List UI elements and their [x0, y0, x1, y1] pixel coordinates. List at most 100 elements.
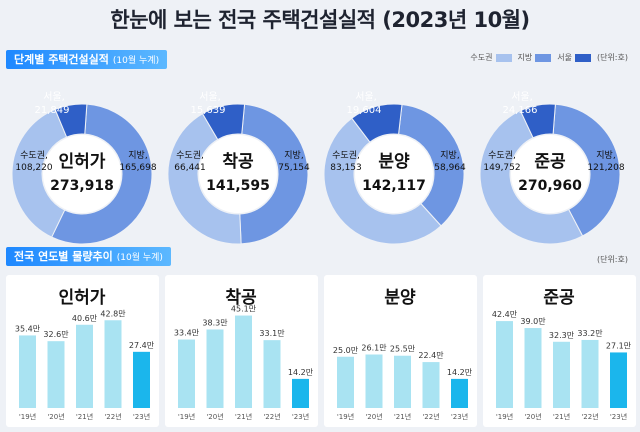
donut-title-permit: 인허가: [59, 152, 106, 172]
bar-category-label: '22년: [422, 412, 439, 421]
bar-value-label: 25.5만: [390, 345, 416, 354]
donut-total-complete: 270,960: [518, 178, 582, 194]
donut-slice-metro: [323, 117, 442, 245]
donut-label-local-name: 지방,: [440, 150, 459, 161]
bar-sale-0: [337, 356, 354, 408]
donut-label-seoul-value: 19,604: [347, 105, 382, 116]
bar-panel-sale: 분양 25.0만 '19년 26.1만 '20년 25.5만 '21년 22.4만 '22년 14…: [324, 275, 477, 427]
bar-value-label: 42.8만: [100, 309, 126, 318]
bar-value-label: 33.4만: [174, 329, 200, 338]
donut-center: [511, 135, 589, 213]
bar-category-label: '20년: [365, 412, 382, 421]
donut-slice-metro: [11, 108, 68, 238]
donut-slice-seoul: [201, 103, 246, 141]
bar-value-label: 22.4만: [418, 351, 444, 360]
bar-category-label: '21년: [553, 412, 570, 421]
bar-chart-sale: 분양 25.0만 '19년 26.1만 '20년 25.5만 '21년 22.4만 '22년 14…: [333, 288, 473, 421]
bar-category-label: '19년: [178, 412, 195, 421]
bar-complete-2: [553, 341, 570, 408]
bar-chart-complete: 준공 42.4만 '19년 39.0만 '20년 32.3만 '21년 33.2만 '22년 27…: [492, 288, 632, 421]
bar-value-label: 14.2만: [447, 368, 473, 377]
donut-label-seoul-value: 21,849: [35, 105, 70, 116]
legend-swatch-seoul: [574, 53, 591, 62]
bar-value-label: 35.4만: [15, 324, 41, 333]
bar-start-3: [263, 340, 281, 408]
donut-label-seoul-name: 서울,: [199, 91, 221, 103]
bar-value-label: 38.3만: [202, 318, 228, 327]
bar-complete-3: [581, 339, 599, 408]
bar-permit-0: [19, 335, 36, 408]
bar-category-label: '23년: [610, 412, 627, 421]
bar-complete-4: [610, 352, 627, 408]
bar-value-label: 32.6만: [43, 330, 69, 339]
bar-category-label: '19년: [19, 412, 36, 421]
donut-slice-local: [239, 103, 309, 245]
bar-start-2: [235, 315, 252, 408]
bar-chart-permit: 인허가 35.4만 '19년 32.6만 '20년 40.6만 '21년 42.8만 '22년 2…: [15, 288, 155, 421]
bar-value-label: 33.2만: [577, 329, 603, 338]
page-title: 한눈에 보는 전국 주택건설실적 (2023년 10월): [110, 8, 530, 32]
donut-title-complete: 준공: [534, 152, 566, 172]
section-header-trend-sub: (10월 누계): [116, 253, 163, 263]
donut-label-metro-value: 66,441: [174, 163, 206, 173]
donut-center: [199, 135, 277, 213]
donut-complete: 준공 270,960 서울, 24,166 수도권, 149,752 지방, 121,208: [479, 91, 625, 245]
legend-label-metro: 수도권: [470, 53, 493, 62]
unit-label-bottom: (단위:호): [596, 255, 628, 264]
bar-category-label: '19년: [337, 412, 354, 421]
bar-category-label: '23년: [451, 412, 468, 421]
bar-category-label: '22년: [104, 412, 121, 421]
donut-label-metro-name: 수도권,: [176, 149, 204, 161]
legend-item-seoul: 서울: [557, 52, 591, 63]
legend-swatch-local: [535, 53, 552, 62]
bar-category-label: '21년: [394, 412, 411, 421]
bar-category-label: '23년: [133, 412, 150, 421]
donut-slice-metro: [167, 112, 242, 245]
bar-category-label: '20년: [524, 412, 541, 421]
donut-slice-local: [552, 103, 621, 237]
bar-value-label: 27.1만: [606, 341, 632, 350]
legend-label-local: 지방: [517, 53, 533, 62]
bar-sale-4: [451, 378, 468, 408]
donut-total-permit: 273,918: [50, 178, 114, 194]
bar-value-label: 40.6만: [72, 314, 98, 323]
legend: 수도권 지방 서울 (단위:호): [470, 52, 628, 63]
donut-label-metro-name: 수도권,: [332, 149, 360, 161]
bar-category-label: '19년: [496, 412, 513, 421]
bar-category-label: '20년: [206, 412, 223, 421]
bar-permit-3: [104, 320, 122, 408]
bar-start-0: [178, 339, 195, 408]
bar-start-1: [206, 329, 224, 408]
donut-label-seoul-value: 24,166: [503, 105, 538, 116]
section-header-stage-sub: (10월 누계): [112, 56, 160, 66]
donut-label-metro-value: 108,220: [15, 163, 52, 173]
donut-start: 착공 141,595 서울, 15,639 수도권, 66,441 지방, 75,154: [167, 91, 310, 245]
donut-label-metro-name: 수도권,: [488, 149, 516, 161]
donut-slice-seoul: [54, 103, 88, 138]
donut-label-seoul-name: 서울,: [355, 91, 377, 103]
bar-chart-title-start: 착공: [225, 288, 257, 308]
donut-label-seoul-name: 서울,: [511, 91, 533, 103]
bar-chart-title-permit: 인허가: [59, 288, 106, 308]
donut-label-local-name: 지방,: [128, 150, 147, 161]
bar-value-label: 33.1만: [259, 329, 285, 338]
bar-complete-1: [524, 328, 542, 408]
bar-value-label: 42.4만: [492, 310, 518, 319]
donut-slice-local: [398, 103, 465, 227]
bar-permit-2: [76, 324, 93, 408]
donut-slice-seoul: [519, 103, 556, 139]
bar-value-label: 27.4만: [129, 341, 155, 350]
donut-sale: 분양 142,117 서울, 19,604 수도권, 83,153 지방, 58,964: [323, 91, 466, 245]
bar-category-label: '22년: [263, 412, 280, 421]
bar-panel-complete: 준공 42.4만 '19년 39.0만 '20년 32.3만 '21년 33.2만 '22년 27…: [483, 275, 636, 427]
bar-panel-start: 착공 33.4만 '19년 38.3만 '20년 45.1만 '21년 33.1만 '22년 14…: [165, 275, 318, 427]
bar-value-label: 45.1만: [231, 305, 257, 314]
bar-value-label: 25.0만: [333, 346, 359, 355]
bar-category-label: '21년: [235, 412, 252, 421]
donut-charts: 인허가 273,918 서울, 21,849 수도권, 108,220 지방, 165,698…: [11, 91, 625, 245]
bar-category-label: '23년: [292, 412, 309, 421]
bar-value-label: 14.2만: [288, 368, 314, 377]
donut-label-local-value: 121,208: [587, 163, 624, 173]
bar-start-4: [292, 378, 309, 408]
bar-chart-title-sale: 분양: [384, 288, 416, 308]
